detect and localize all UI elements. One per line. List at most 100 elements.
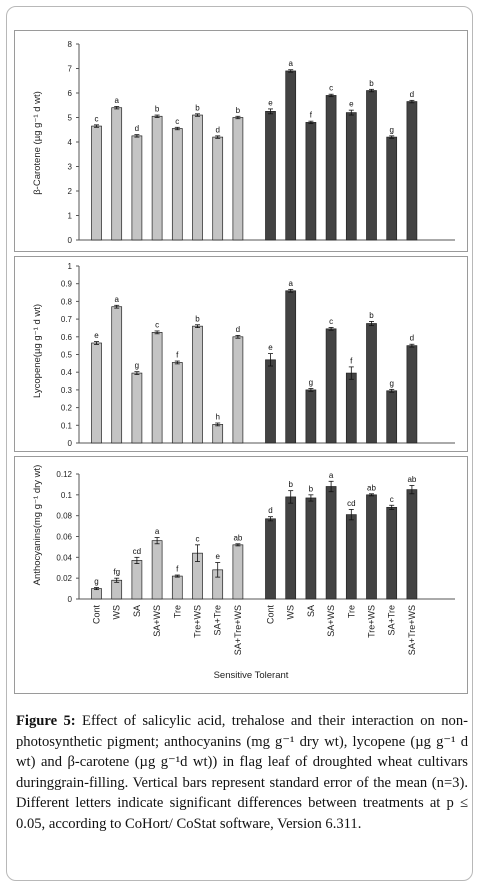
y-tick-label: 0.7 xyxy=(61,315,73,324)
significance-letter: g xyxy=(135,361,139,370)
bar-tolerant xyxy=(265,518,276,600)
significance-letter: e xyxy=(349,100,354,109)
y-tick-label: 0.4 xyxy=(61,368,73,377)
figure-caption: Figure 5: Effect of salicylic acid, treh… xyxy=(16,711,468,834)
significance-letter: f xyxy=(176,565,179,574)
bar-tolerant xyxy=(386,506,398,600)
y-tick-label: 0 xyxy=(68,595,73,604)
bar-sensitive xyxy=(91,588,102,600)
y-tick-label: 6 xyxy=(68,89,73,98)
y-tick-label: 0.8 xyxy=(61,297,73,306)
bar-sensitive xyxy=(232,336,244,444)
y-tick-label: 1 xyxy=(68,212,73,221)
y-tick-label: 5 xyxy=(68,114,73,123)
significance-letter: b xyxy=(195,314,200,323)
significance-letter: e xyxy=(94,331,99,340)
significance-letter: a xyxy=(114,295,119,304)
caption-label: Figure 5: xyxy=(16,713,76,729)
significance-letter: cd xyxy=(133,547,141,556)
bar-tolerant xyxy=(265,111,276,241)
significance-letter: ab xyxy=(233,533,242,542)
significance-letter: d xyxy=(236,325,240,334)
bar-tolerant xyxy=(366,494,377,600)
x-category-label: Tre+WS xyxy=(367,605,377,638)
lycopene-panel: 0 0.1 0.2 0.3 0.4 0.5 0.6 0.7 0.8 0.9 1 Lycopene(µg… xyxy=(14,256,468,452)
bar-tolerant xyxy=(345,372,357,444)
y-tick-label: 1 xyxy=(68,262,73,271)
bar-sensitive xyxy=(151,332,163,444)
significance-letter: d xyxy=(215,125,219,134)
bar-sensitive xyxy=(111,107,123,241)
caption-text: Effect of salicylic acid, trehalose and … xyxy=(16,713,468,832)
significance-letter: c xyxy=(155,320,159,329)
bar-sensitive xyxy=(91,125,102,241)
significance-letter: g xyxy=(389,379,393,388)
x-category-label: SA+Tre xyxy=(387,605,397,635)
bar-tolerant xyxy=(285,290,297,444)
significance-letter: f xyxy=(350,356,353,365)
x-category-label: WS xyxy=(286,605,296,620)
bar-sensitive xyxy=(91,342,102,444)
bar-tolerant xyxy=(366,90,377,241)
bar-sensitive xyxy=(111,306,123,444)
significance-letter: c xyxy=(390,495,394,504)
significance-letter: f xyxy=(176,351,179,360)
bar-sensitive xyxy=(212,136,224,241)
significance-letter: b xyxy=(369,311,374,320)
significance-letter: d xyxy=(268,506,272,515)
bar-tolerant xyxy=(305,389,317,444)
significance-letter: e xyxy=(268,343,273,352)
significance-letter: fg xyxy=(113,568,120,577)
significance-letter: b xyxy=(155,105,160,114)
y-tick-label: 2 xyxy=(68,187,73,196)
lycopene-chart: 0 0.1 0.2 0.3 0.4 0.5 0.6 0.7 0.8 0.9 1 Lycopene(µg… xyxy=(32,262,455,448)
beta-carotene-chart: 0 1 2 3 4 5 6 7 8 β-Carotene (µg g⁻¹ d wt) c a d b c b d… xyxy=(32,40,455,245)
x-category-label: SA+Tre xyxy=(213,605,223,635)
significance-letter: b xyxy=(369,79,374,88)
y-tick-label: 0 xyxy=(68,439,73,448)
bar-tolerant xyxy=(406,345,418,444)
significance-letter: b xyxy=(236,106,241,115)
bar-tolerant xyxy=(406,101,418,241)
significance-letter: h xyxy=(215,412,219,421)
y-tick-label: 0.5 xyxy=(61,351,73,360)
bar-tolerant xyxy=(386,136,398,241)
significance-letter: g xyxy=(94,577,98,586)
significance-letter: c xyxy=(95,114,99,123)
x-category-label: SA+Tre+WS xyxy=(407,605,417,655)
y-tick-label: 0.2 xyxy=(61,404,73,413)
x-category-label: SA+Tre+WS xyxy=(233,605,243,655)
bar-sensitive xyxy=(192,325,203,444)
significance-letter: e xyxy=(268,98,273,107)
y-tick-label: 0.08 xyxy=(56,512,72,521)
bar-sensitive xyxy=(131,560,143,600)
significance-letter: e xyxy=(215,552,220,561)
significance-letter: ab xyxy=(407,475,416,484)
significance-letter: a xyxy=(329,471,334,480)
bar-sensitive xyxy=(192,114,203,241)
x-category-label: SA+WS xyxy=(152,605,162,637)
significance-letter: b xyxy=(195,103,200,112)
y-tick-label: 0 xyxy=(68,236,73,245)
x-category-label: SA+WS xyxy=(326,605,336,637)
significance-letter: c xyxy=(329,84,333,93)
bar-sensitive xyxy=(212,424,224,444)
y-tick-label: 4 xyxy=(68,138,73,147)
y-axis-title: Anthocyanins(mg g⁻¹ dry wt) xyxy=(32,465,43,586)
significance-letter: a xyxy=(288,59,293,68)
significance-letter: d xyxy=(410,334,414,343)
y-axis-title: β-Carotene (µg g⁻¹ d wt) xyxy=(32,91,43,195)
bar-sensitive xyxy=(151,540,163,600)
bar-tolerant xyxy=(265,359,276,444)
anthocyanins-chart: 0 0.02 0.04 0.06 0.08 0.1 0.12 Anthocyanins(mg … xyxy=(32,465,455,681)
significance-letter: a xyxy=(114,96,119,105)
y-axis-title: Lycopene(µg g⁻¹ d wt) xyxy=(32,304,43,398)
bar-sensitive xyxy=(111,579,123,600)
bar-tolerant xyxy=(345,514,357,600)
significance-letter: ab xyxy=(367,483,376,492)
significance-letter: f xyxy=(310,111,313,120)
x-category-label: Cont xyxy=(266,605,276,625)
beta-carotene-panel: 0 1 2 3 4 5 6 7 8 β-Carotene (µg g⁻¹ d wt) c a d b c b d… xyxy=(14,30,468,252)
y-tick-label: 0.9 xyxy=(61,280,73,289)
y-tick-label: 7 xyxy=(68,65,73,74)
